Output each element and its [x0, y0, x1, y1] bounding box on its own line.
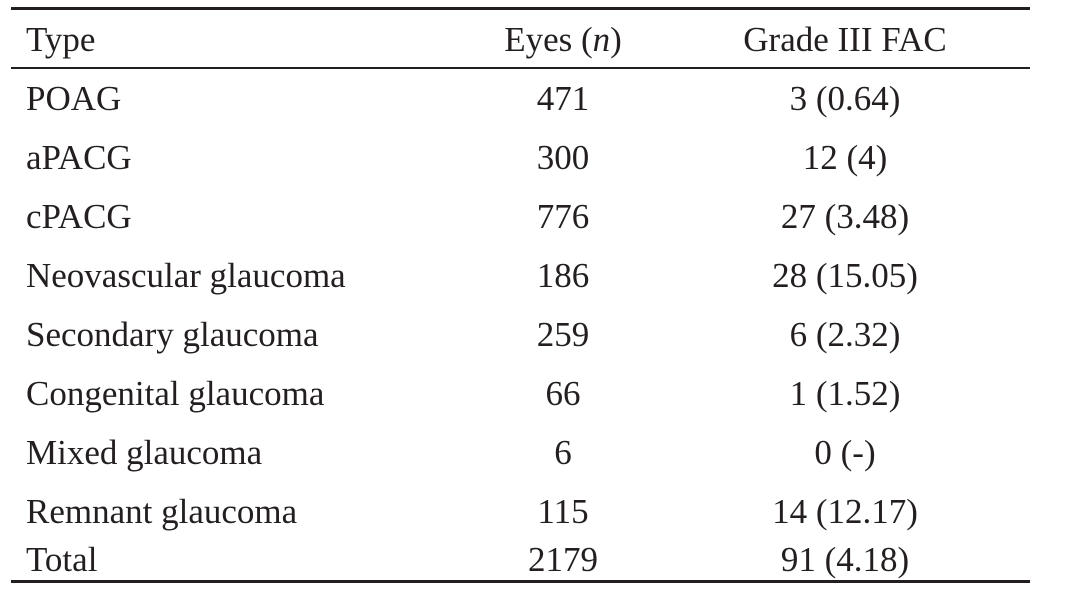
table-row-total: Total 2179 91 (4.18)	[0, 540, 1074, 580]
cell-type: Congenital glaucoma	[26, 374, 325, 413]
header-eyes-n: n	[592, 20, 611, 59]
table-row: aPACG 300 12 (4)	[0, 138, 1074, 178]
cell-type: Neovascular glaucoma	[26, 256, 346, 295]
table-row: Remnant glaucoma 115 14 (12.17)	[0, 492, 1074, 532]
cell-grade-iii-fac: 6 (2.32)	[789, 315, 901, 354]
cell-eyes: 2179	[528, 540, 598, 579]
cell-grade-iii-fac: 3 (0.64)	[789, 79, 901, 118]
cell-grade-iii-fac: 14 (12.17)	[772, 492, 918, 531]
cell-type: aPACG	[26, 138, 132, 177]
cell-eyes: 471	[536, 79, 590, 118]
cell-type: Remnant glaucoma	[26, 492, 298, 531]
cell-eyes: 776	[536, 197, 590, 236]
cell-eyes: 186	[536, 256, 590, 295]
cell-eyes: 6	[554, 433, 572, 472]
header-type: Type	[26, 20, 96, 59]
header-eyes: Eyes (n)	[463, 20, 663, 60]
cell-eyes: 259	[536, 315, 590, 354]
table-row: cPACG 776 27 (3.48)	[0, 197, 1074, 237]
cell-eyes: 115	[537, 492, 589, 531]
cell-type: Total	[26, 540, 98, 579]
header-eyes-close: )	[610, 20, 622, 59]
table-header-row: Type Eyes (n) Grade III FAC	[0, 20, 1074, 60]
cell-grade-iii-fac: 0 (-)	[814, 433, 876, 472]
cell-eyes: 66	[545, 374, 581, 413]
table-row: Mixed glaucoma 6 0 (-)	[0, 433, 1074, 473]
cell-type: Secondary glaucoma	[26, 315, 319, 354]
table-row: Congenital glaucoma 66 1 (1.52)	[0, 374, 1074, 414]
table-row: Secondary glaucoma 259 6 (2.32)	[0, 315, 1074, 355]
table-row: Neovascular glaucoma 186 28 (15.05)	[0, 256, 1074, 296]
header-eyes-label: Eyes (	[504, 20, 593, 59]
header-grade-iii-fac: Grade III FAC	[743, 20, 947, 59]
table-header-rule	[11, 67, 1030, 69]
table-top-rule	[11, 7, 1030, 10]
cell-grade-iii-fac: 1 (1.52)	[789, 374, 901, 413]
cell-grade-iii-fac: 91 (4.18)	[780, 540, 910, 579]
cell-eyes: 300	[536, 138, 590, 177]
cell-grade-iii-fac: 27 (3.48)	[780, 197, 910, 236]
cell-type: cPACG	[26, 197, 132, 236]
cell-grade-iii-fac: 28 (15.05)	[772, 256, 918, 295]
cell-grade-iii-fac: 12 (4)	[802, 138, 888, 177]
cell-type: POAG	[26, 79, 122, 118]
table-bottom-rule	[11, 580, 1030, 583]
table-row: POAG 471 3 (0.64)	[0, 79, 1074, 119]
cell-type: Mixed glaucoma	[26, 433, 263, 472]
